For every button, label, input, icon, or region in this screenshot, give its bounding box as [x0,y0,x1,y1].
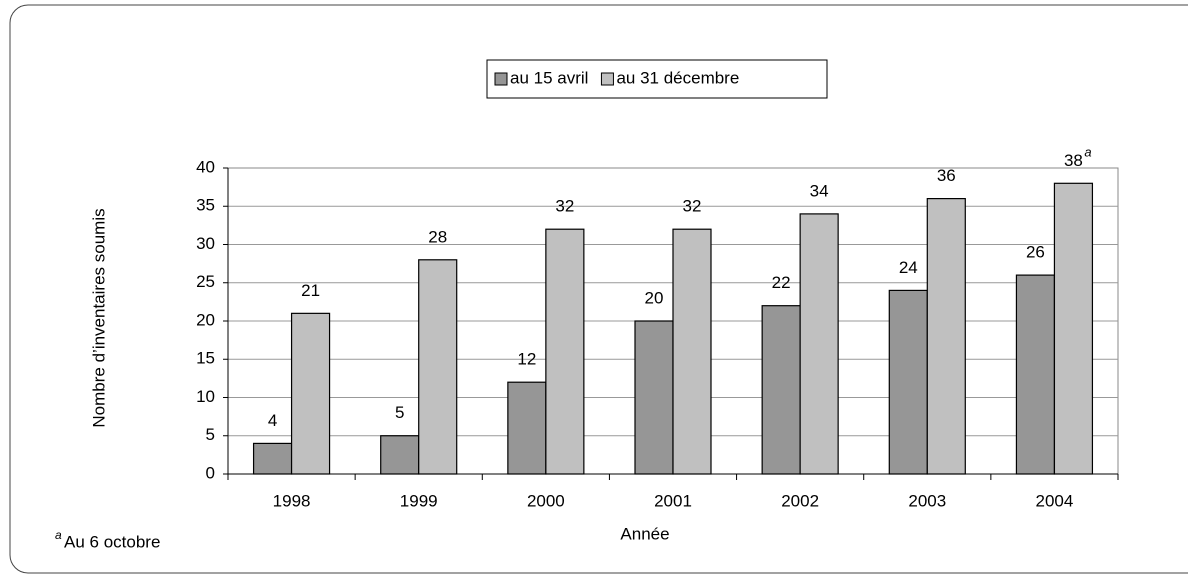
value-label: 21 [301,281,320,300]
x-tick-label: 1999 [400,491,438,510]
x-tick-label: 2001 [654,491,692,510]
bar [380,435,420,475]
value-label: 20 [645,288,664,307]
bar [507,381,547,475]
bar [888,289,928,475]
y-tick-label: 30 [196,234,215,253]
x-tick-label: 2000 [527,491,565,510]
y-tick-label: 35 [196,196,215,215]
bar [799,213,839,475]
legend-swatch [600,72,614,86]
y-tick-label: 0 [206,463,215,482]
x-tick-label: 2003 [908,491,946,510]
legend-box [486,59,828,99]
footnote-text: Au 6 octobre [64,532,160,551]
bar [672,228,712,475]
bar [1053,182,1094,475]
bar [545,228,585,475]
bar [418,259,458,475]
bar [1015,274,1056,475]
x-tick-label: 2002 [781,491,819,510]
y-tick-label: 25 [196,272,215,291]
footnote-marker: a [55,528,62,542]
bar [761,305,801,475]
annotation-marker: a [1084,145,1091,160]
legend-swatch [494,72,508,86]
bar [290,312,331,475]
value-label: 28 [428,227,447,246]
value-label: 4 [268,411,277,430]
y-tick-label: 15 [196,349,215,368]
bar [252,442,293,475]
bar [634,320,674,475]
y-tick-label: 20 [196,310,215,329]
value-label: 12 [517,350,536,369]
value-label: 34 [810,181,829,200]
y-tick-label: 5 [206,425,215,444]
value-label: 32 [555,197,574,216]
legend-label: au 31 décembre [616,68,739,87]
y-axis-label: Nombre d’inventaires soumis [89,208,108,427]
y-tick-label: 10 [196,387,215,406]
value-label: 5 [395,403,404,422]
value-label: 26 [1026,243,1045,262]
x-tick-label: 1998 [273,491,311,510]
x-tick-label: 2004 [1036,491,1074,510]
value-label: 22 [772,273,791,292]
y-tick-label: 40 [196,157,215,176]
value-label: 32 [683,197,702,216]
value-label: 24 [899,258,918,277]
x-axis-label: Année [620,524,669,543]
legend-label: au 15 avril [510,68,588,87]
bar [926,198,966,475]
value-label: 38 [1064,151,1083,170]
value-label: 36 [937,166,956,185]
